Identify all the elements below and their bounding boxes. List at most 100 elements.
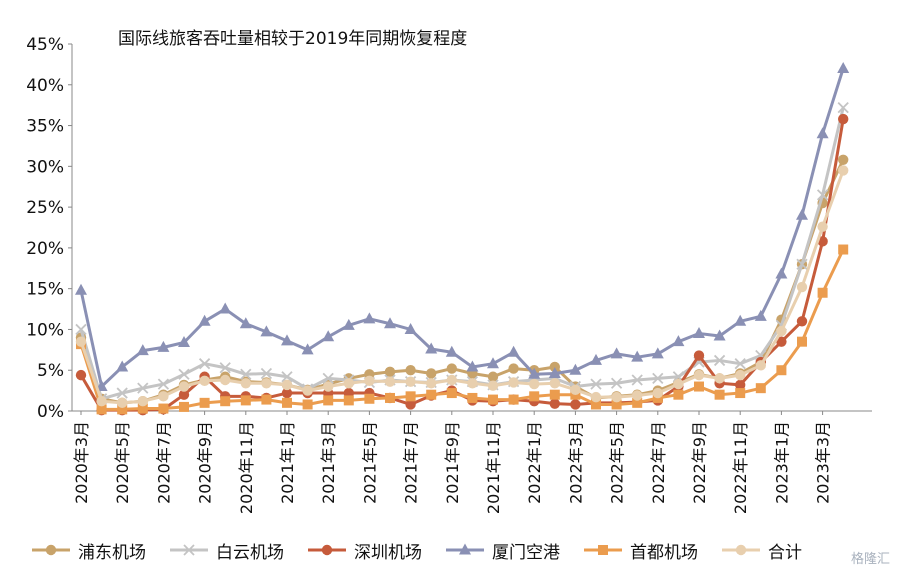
- data-point: [529, 378, 540, 390]
- x-tick-labels: 2020年3月 2020年5月 2020年7月 2020年9月 2020年11月 2021…: [72, 411, 833, 514]
- data-point: [405, 399, 416, 410]
- data-point: [446, 374, 457, 386]
- data-point: [838, 154, 849, 166]
- data-point: [261, 394, 272, 405]
- legend-marker: [45, 544, 57, 556]
- data-point: [405, 391, 416, 402]
- data-point: [714, 389, 725, 400]
- data-point: [384, 376, 396, 387]
- x-tick-label: 2021年3月: [319, 421, 338, 504]
- data-point: [610, 347, 623, 359]
- data-point: [137, 396, 148, 407]
- x-tick-label: 2020年5月: [113, 421, 132, 504]
- data-point: [116, 360, 129, 372]
- data-point: [816, 127, 829, 139]
- x-tick-label: 2021年11月: [484, 421, 503, 514]
- legend-item: 首都机场: [582, 538, 698, 563]
- data-point: [776, 325, 787, 337]
- x-tick-label: 2021年1月: [278, 421, 297, 504]
- legend-label: 首都机场: [630, 542, 698, 563]
- data-point: [591, 399, 601, 410]
- x-tick-label: 2023年1月: [772, 421, 791, 504]
- legend-marker: [183, 544, 195, 556]
- data-point: [178, 389, 190, 400]
- data-point: [157, 340, 170, 352]
- data-point: [364, 393, 375, 404]
- y-tick-label: 10%: [26, 320, 64, 340]
- data-point: [364, 375, 375, 387]
- watermark: 格隆汇: [850, 552, 890, 567]
- data-point: [322, 330, 335, 342]
- data-point: [488, 394, 498, 405]
- data-point: [652, 372, 664, 385]
- data-point: [178, 368, 190, 380]
- data-point: [590, 378, 602, 390]
- data-point: [281, 387, 293, 399]
- y-tick-label: 20%: [26, 239, 64, 259]
- data-point: [796, 258, 808, 270]
- y-tick-label: 35%: [26, 117, 64, 137]
- data-point: [342, 318, 355, 330]
- data-point: [631, 374, 643, 386]
- data-point: [198, 358, 211, 370]
- data-point: [632, 390, 643, 401]
- legend-item: 白云机场: [168, 538, 284, 563]
- data-point: [220, 396, 231, 407]
- x-tick-label: 2022年3月: [566, 421, 585, 504]
- data-point: [817, 287, 828, 298]
- legend-label: 深圳机场: [354, 542, 422, 563]
- data-point: [569, 363, 582, 375]
- data-point: [611, 391, 622, 403]
- legend-label: 厦门空港: [492, 542, 560, 563]
- data-point: [838, 113, 849, 125]
- legend-item: 厦门空港: [444, 538, 560, 563]
- data-point: [405, 376, 416, 387]
- x-tick-label: 2021年7月: [402, 421, 421, 504]
- legend-marker: [459, 543, 471, 555]
- x-tick-label: 2020年7月: [154, 421, 173, 504]
- data-point: [260, 325, 273, 337]
- data-point: [796, 316, 808, 327]
- data-point: [137, 403, 148, 414]
- y-tick-label: 25%: [26, 198, 64, 218]
- data-point: [446, 363, 457, 374]
- data-point: [199, 397, 210, 408]
- data-point: [117, 397, 128, 409]
- data-point: [651, 347, 664, 359]
- data-point: [528, 367, 541, 379]
- legend-item: 深圳机场: [306, 538, 422, 563]
- data-point: [672, 335, 685, 347]
- data-point: [549, 389, 560, 400]
- data-point: [776, 336, 787, 347]
- data-point: [797, 336, 807, 347]
- y-tick-label: 30%: [26, 157, 64, 177]
- data-point: [693, 350, 705, 361]
- data-point: [405, 365, 416, 376]
- data-point: [467, 392, 478, 403]
- data-point: [384, 317, 396, 329]
- y-tick-label: 45%: [26, 35, 64, 55]
- legend-item: 浦东机场: [30, 538, 146, 563]
- data-point: [734, 314, 747, 326]
- data-point: [775, 267, 788, 279]
- data-point: [219, 362, 231, 374]
- data-point: [816, 189, 829, 201]
- y-tick-labels: 0% 5% 10% 15% 20% 25% 30% 35% 40% 45%: [26, 35, 72, 422]
- data-point: [735, 388, 746, 399]
- data-point: [755, 383, 766, 394]
- data-point: [261, 378, 272, 389]
- data-point: [735, 379, 746, 391]
- x-tick-label: 2020年11月: [237, 421, 256, 514]
- series-line: [79, 118, 845, 412]
- data-point: [713, 329, 726, 341]
- data-point: [426, 389, 437, 400]
- data-point: [714, 373, 725, 384]
- data-point: [343, 395, 354, 406]
- data-point: [301, 343, 314, 355]
- data-point: [693, 327, 705, 339]
- series-line: [79, 107, 845, 401]
- series-5: [75, 165, 849, 409]
- y-tick-label: 0%: [37, 402, 64, 422]
- data-point: [611, 399, 622, 410]
- legend-marker: [598, 545, 608, 555]
